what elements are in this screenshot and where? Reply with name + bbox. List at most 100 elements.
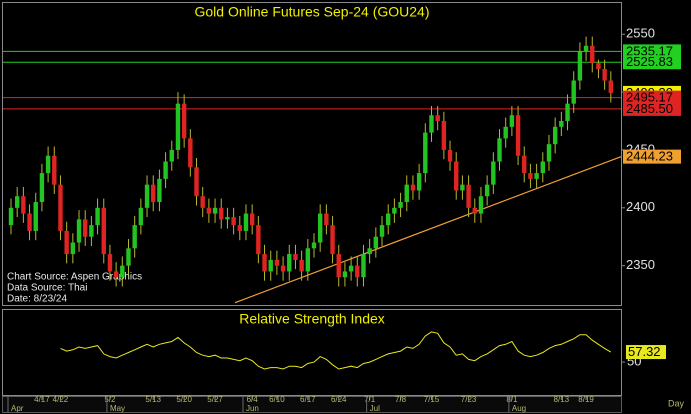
candle-body: [194, 167, 199, 197]
candle-body: [522, 155, 527, 174]
candle-body: [287, 254, 292, 272]
candle-body: [410, 184, 416, 191]
level-box: [623, 149, 681, 164]
candle-body: [52, 155, 57, 185]
candle-body: [39, 173, 45, 203]
candle-body: [175, 103, 181, 150]
candle-body: [21, 196, 26, 214]
x-tick-label: 6/24: [331, 395, 347, 404]
y-tick-label: 2400: [626, 199, 655, 214]
x-tick-label: 8/1: [506, 395, 518, 404]
y-tick-label: 2550: [626, 26, 655, 41]
candle-body: [324, 213, 329, 226]
candle-body: [89, 225, 94, 237]
month-label: Jul: [370, 404, 380, 413]
candle-body: [491, 161, 496, 185]
candle-body: [577, 51, 583, 81]
rsi-value-box: [626, 345, 666, 360]
level-box: [623, 55, 681, 70]
month-label: Apr: [11, 404, 24, 413]
x-tick-label: 7/15: [424, 395, 440, 404]
rsi-value-label: 57.32: [628, 344, 661, 359]
x-tick-label: 7/8: [395, 395, 407, 404]
candle-body: [546, 144, 552, 162]
candle-body: [509, 115, 515, 127]
chart-title: Gold Online Futures Sep-24 (GOU24): [195, 4, 430, 20]
rsi-panel-frame: [2, 309, 622, 396]
candle-body: [608, 80, 614, 93]
level-label: 2485.50: [626, 101, 673, 116]
candle-body: [398, 202, 403, 208]
candle-body: [305, 248, 311, 272]
level-box: [623, 90, 681, 105]
candle-body: [120, 265, 125, 278]
candle-body: [317, 213, 323, 243]
candle-body: [559, 121, 564, 127]
candle-body: [441, 121, 447, 150]
candle-body: [188, 138, 193, 168]
candle-body: [472, 207, 477, 214]
month-label: Aug: [512, 404, 526, 413]
candle-body: [484, 184, 490, 197]
candle-body: [58, 184, 63, 231]
candle-body: [249, 213, 255, 226]
candle-body: [342, 271, 348, 278]
candle-body: [367, 248, 372, 255]
candle-body: [528, 173, 533, 179]
candle-body: [107, 254, 113, 272]
candle-body: [447, 149, 453, 162]
price-panel-frame: [2, 2, 622, 306]
candle-body: [200, 196, 205, 208]
level-label: 2444.23: [626, 149, 673, 164]
candle-body: [8, 207, 14, 226]
candle-body: [361, 254, 366, 278]
month-label: Jun: [246, 404, 259, 413]
candle-body: [237, 225, 242, 231]
candle-body: [157, 178, 162, 203]
candle-body: [206, 207, 212, 214]
candle-body: [590, 45, 595, 64]
candle-body: [45, 155, 51, 174]
candle-body: [336, 254, 341, 278]
level-label: 2495.17: [626, 90, 673, 105]
candle-body: [33, 202, 38, 231]
candle-body: [478, 196, 484, 214]
candle-body: [83, 219, 88, 237]
x-axis-label: Day: [668, 398, 685, 408]
x-tick-label: 5/20: [176, 395, 192, 404]
candle-body: [503, 126, 508, 139]
x-tick-label: 4/22: [53, 395, 69, 404]
candle-body: [460, 184, 465, 191]
candle-body: [231, 217, 236, 226]
x-tick-label: 5/13: [145, 395, 161, 404]
candle-body: [27, 213, 32, 231]
candle-body: [274, 259, 280, 266]
candle-body: [596, 63, 601, 69]
level-box: [623, 101, 681, 116]
candle-body: [373, 236, 379, 249]
candle-body: [126, 248, 131, 266]
candle-body: [540, 161, 545, 174]
candle-body: [379, 225, 385, 237]
candle-body: [466, 184, 471, 208]
candle-body: [151, 184, 156, 203]
candle-body: [429, 115, 434, 133]
candle-body: [435, 115, 440, 122]
x-tick-label: 7/1: [364, 395, 376, 404]
candle-body: [219, 207, 224, 220]
candle-body: [392, 207, 397, 214]
candle-body: [256, 225, 261, 255]
rsi-title: Relative Strength Index: [239, 311, 385, 327]
candle-body: [497, 138, 502, 162]
x-tick-label: 8/13: [554, 395, 570, 404]
candle-body: [583, 45, 589, 52]
x-tick-label: 5/2: [104, 395, 116, 404]
candle-body: [299, 259, 304, 272]
candle-body: [138, 207, 144, 226]
x-tick-label: 5/27: [207, 395, 223, 404]
trendline: [234, 156, 622, 304]
x-tick-label: 8/19: [578, 395, 594, 404]
source-text: Date: 8/23/24: [7, 294, 67, 305]
candle-body: [565, 103, 570, 122]
